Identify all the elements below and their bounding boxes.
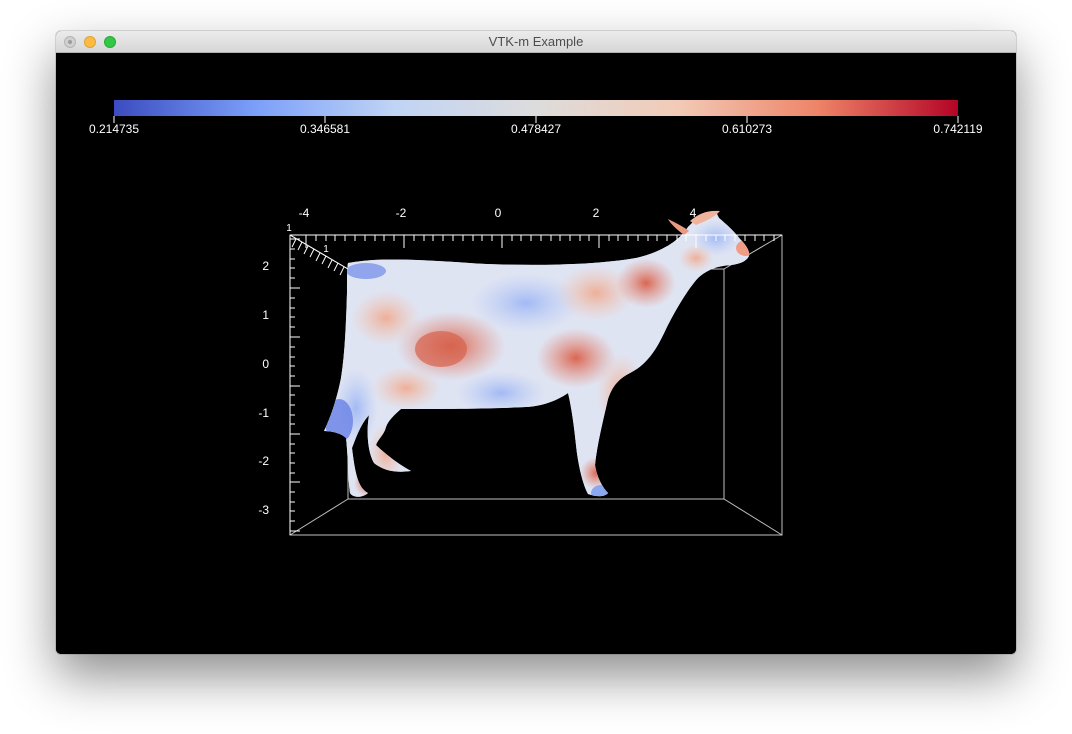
scene-canvas[interactable]: 0.214735 0.346581 0.478427 0.610273 0.74…: [56, 53, 1016, 654]
app-window: VTK-m Example: [56, 31, 1016, 654]
zoom-button[interactable]: [104, 36, 116, 48]
x-tick-label-m4: -4: [299, 206, 310, 220]
x-tick-label-4: 4: [690, 206, 697, 220]
colorbar-label-0: 0.214735: [89, 122, 139, 136]
y-tick-label-m2: -2: [258, 454, 269, 468]
close-button[interactable]: [64, 36, 76, 48]
window-title: VTK-m Example: [488, 34, 584, 49]
minimize-button[interactable]: [84, 36, 96, 48]
x-tick-label-2: 2: [593, 206, 600, 220]
x-tick-label-0: 0: [495, 206, 502, 220]
y-axis: [289, 235, 300, 535]
y-tick-label-2: 2: [262, 259, 269, 273]
cow-mesh[interactable]: [316, 203, 766, 513]
colorbar-label-2: 0.478427: [511, 122, 561, 136]
y-tick-label-m3: -3: [258, 503, 269, 517]
x-tick-label-m2: -2: [396, 206, 407, 220]
colorbar-ticks: [113, 116, 959, 123]
colorbar-label-3: 0.610273: [722, 122, 772, 136]
y-tick-label-1: 1: [262, 308, 269, 322]
z-tick-label-a: 1: [286, 223, 292, 234]
x-axis: [290, 234, 782, 248]
y-tick-label-0: 0: [262, 357, 269, 371]
colorbar: [114, 100, 958, 116]
title-bar[interactable]: VTK-m Example: [56, 31, 1016, 53]
z-axis: [289, 234, 349, 276]
colorbar-label-4: 0.742119: [933, 122, 982, 136]
z-tick-label-b: 1: [323, 244, 329, 255]
y-tick-label-m1: -1: [258, 406, 269, 420]
colorbar-label-1: 0.346581: [300, 122, 350, 136]
render-viewport[interactable]: 0.214735 0.346581 0.478427 0.610273 0.74…: [56, 53, 1016, 654]
